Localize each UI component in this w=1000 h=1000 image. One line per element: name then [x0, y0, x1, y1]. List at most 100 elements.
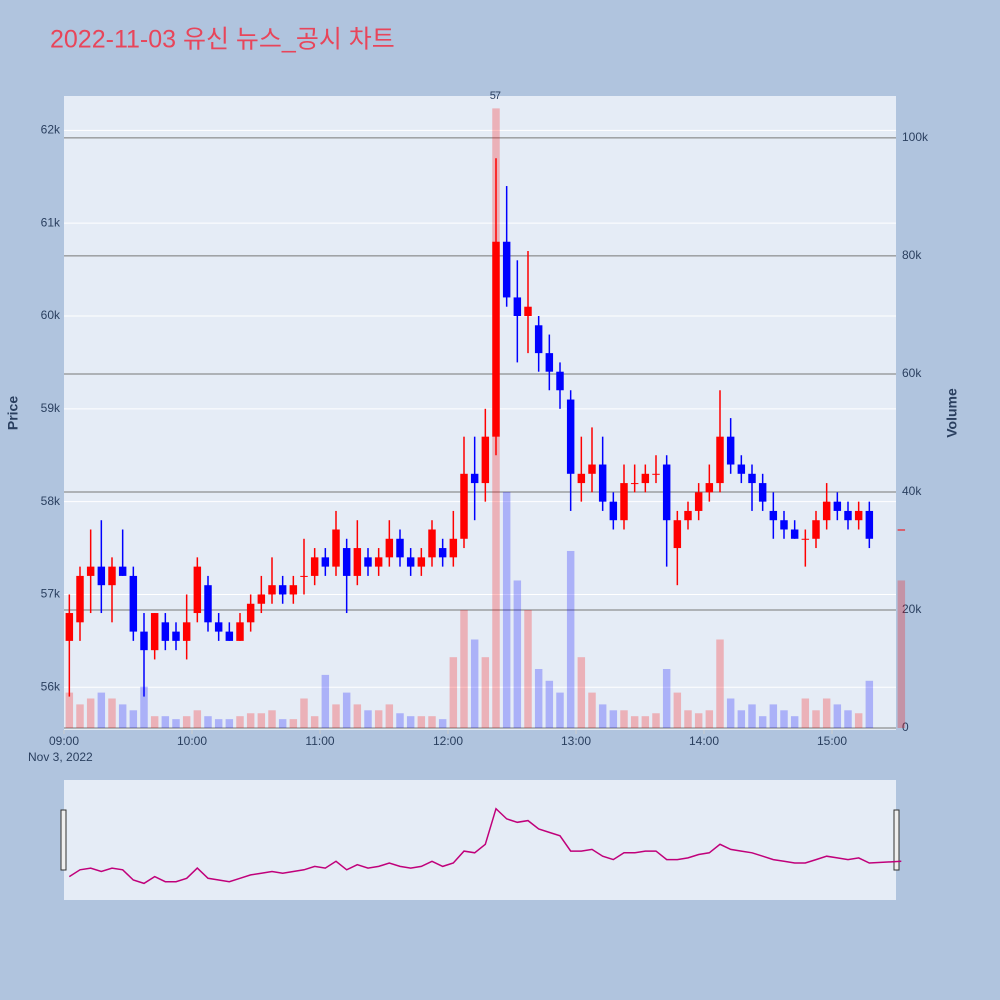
candle-body: [502, 241, 511, 298]
volume-bar: [481, 657, 490, 728]
volume-bar: [844, 710, 852, 728]
slider-price-line: [68, 807, 902, 885]
candle-body: [716, 436, 724, 484]
volume-bar: [97, 692, 106, 728]
volume-bar: [854, 713, 863, 728]
volume-bar: [118, 704, 127, 728]
volume-bar: [236, 716, 244, 728]
candle-body: [854, 510, 863, 521]
volume-bar: [321, 674, 330, 728]
x-tick-label: 13:00: [561, 734, 591, 748]
candle-body: [236, 622, 244, 641]
volume-bar: [460, 609, 468, 728]
y-tick-label: 58k: [41, 494, 61, 508]
volume-bar: [129, 710, 138, 728]
range-slider[interactable]: [64, 780, 896, 900]
candle-body: [385, 538, 394, 558]
volume-bar: [513, 580, 522, 728]
volume-bar: [833, 704, 842, 728]
y2-tick-label: 80k: [902, 248, 922, 262]
volume-bar: [406, 716, 415, 728]
candle-body: [332, 529, 340, 567]
x-tick-label: 12:00: [433, 734, 463, 748]
volume-bar: [822, 698, 831, 728]
volume-bar: [364, 710, 372, 728]
candle-body: [630, 483, 639, 485]
candle-body: [76, 575, 84, 623]
candle-body: [801, 538, 810, 540]
candle-body: [204, 585, 212, 623]
volume-bar: [705, 710, 714, 728]
volume-bar: [300, 698, 308, 728]
candle-body: [865, 510, 874, 539]
volume-bar: [577, 657, 586, 728]
volume-bar: [225, 719, 234, 728]
y2-tick-label: 60k: [902, 366, 922, 380]
candle-body: [182, 622, 191, 641]
slider-handle-left[interactable]: [60, 809, 67, 871]
candle-body: [812, 520, 820, 539]
y2-tick-label: 0: [902, 720, 909, 734]
candle-body: [748, 473, 756, 484]
candle-body: [556, 371, 564, 391]
candle-body: [364, 557, 372, 567]
candle-body: [684, 510, 692, 521]
volume-bar: [780, 710, 788, 728]
candle-body: [214, 622, 223, 632]
candle-body: [396, 538, 404, 558]
candle-body: [417, 557, 426, 567]
volume-bar: [534, 668, 543, 728]
y-tick-label: 56k: [41, 679, 61, 693]
candle-body: [97, 566, 106, 586]
candle-body: [470, 473, 479, 484]
volume-bar: [150, 716, 159, 728]
volume-bar: [449, 657, 458, 728]
volume-bar: [748, 704, 756, 728]
volume-bar: [140, 686, 148, 728]
x-tick-label: 10:00: [177, 734, 207, 748]
candle-body: [513, 297, 522, 316]
volume-bar: [342, 692, 351, 728]
volume-bar: [278, 719, 287, 728]
candle-body: [769, 510, 778, 521]
candle-body: [225, 631, 234, 641]
volume-bar: [694, 713, 703, 728]
x-tick-label: 11:00: [305, 734, 334, 748]
volume-bar: [172, 719, 180, 728]
volume-bar: [790, 716, 799, 728]
candle-body: [652, 473, 660, 475]
volume-bar: [396, 713, 404, 728]
candle-body: [492, 241, 500, 437]
volume-bar: [193, 710, 202, 728]
candle-body: [353, 548, 362, 576]
chart-title: 2022-11-03 유신 뉴스_공시 차트: [50, 26, 395, 54]
candle-body: [694, 492, 703, 511]
volume-bar: [737, 710, 746, 728]
candle-body: [118, 566, 127, 576]
candle-body: [737, 464, 746, 474]
candle-body: [65, 613, 74, 641]
volume-bar: [246, 713, 255, 728]
volume-bar: [524, 609, 532, 728]
candle-body: [406, 557, 415, 567]
candle-body: [300, 575, 308, 577]
volume-bar: [353, 704, 362, 728]
candle-body: [524, 306, 532, 316]
candle-body: [534, 325, 543, 354]
x-tick-label: 15:00: [817, 734, 847, 748]
plot-area: [64, 96, 896, 730]
candle-body: [161, 622, 170, 641]
volume-bar: [470, 639, 479, 728]
candle-body: [342, 548, 351, 576]
volume-bar: [673, 692, 682, 728]
candle-body: [609, 501, 618, 521]
candle-body: [577, 473, 586, 484]
volume-bar: [428, 716, 436, 728]
slider-handle-right[interactable]: [893, 809, 900, 871]
candle-body: [246, 603, 255, 623]
candle-body: [822, 501, 831, 521]
candle-body: [620, 483, 628, 521]
volume-bar: [289, 719, 298, 728]
volume-bar: [385, 704, 394, 728]
